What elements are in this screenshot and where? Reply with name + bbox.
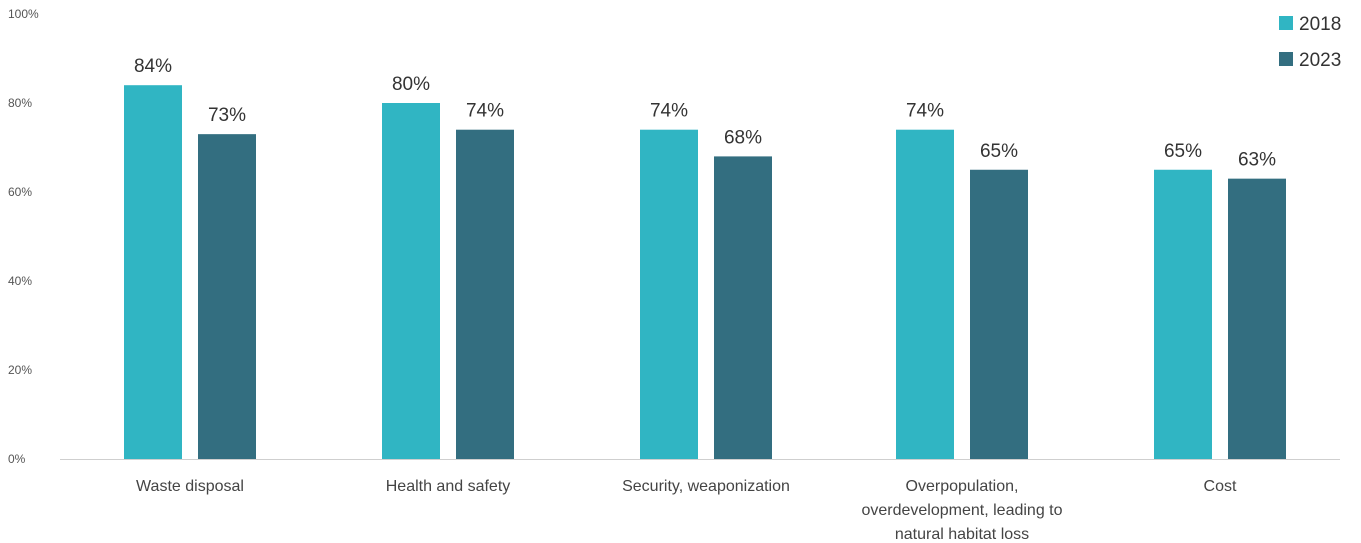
y-axis: 0% 20% 40% 60% 80% 100% [8, 7, 39, 466]
bar-2018 [896, 129, 954, 459]
bar-2023 [970, 169, 1028, 459]
bar-2018 [124, 85, 182, 459]
x-tick-label: Cost [1204, 478, 1237, 495]
data-label-2018: 74% [650, 101, 688, 122]
legend-swatch-2018 [1279, 16, 1293, 30]
bar-2023 [1228, 178, 1286, 459]
data-label-2018: 84% [134, 56, 172, 77]
data-label-2023: 65% [980, 141, 1018, 162]
legend: 2018 2023 [1279, 14, 1341, 71]
data-label-2023: 74% [466, 101, 504, 122]
y-tick-label: 80% [8, 96, 32, 110]
data-label-2018: 74% [906, 101, 944, 122]
bar-2023 [456, 129, 514, 459]
y-tick-label: 60% [8, 185, 32, 199]
legend-label-2023: 2023 [1299, 50, 1341, 71]
bars [124, 85, 1286, 459]
x-tick-label: Health and safety [386, 478, 511, 495]
x-tick-label: overdevelopment, leading to [861, 502, 1062, 519]
legend-label-2018: 2018 [1299, 14, 1341, 35]
bar-2023 [198, 134, 256, 459]
legend-swatch-2023 [1279, 52, 1293, 66]
x-tick-label: Security, weaponization [622, 478, 790, 495]
value-labels: 84% 73% 80% 74% 74% 68% 74% 65% 65% 63% [134, 56, 1276, 170]
data-label-2018: 80% [392, 74, 430, 95]
bar-2023 [714, 156, 772, 459]
x-tick-label: Overpopulation, [906, 478, 1019, 495]
bar-2018 [640, 129, 698, 459]
data-label-2023: 73% [208, 105, 246, 126]
y-tick-label: 100% [8, 7, 39, 21]
data-label-2023: 63% [1238, 150, 1276, 171]
y-tick-label: 20% [8, 363, 32, 377]
data-label-2023: 68% [724, 127, 762, 148]
y-tick-label: 40% [8, 274, 32, 288]
x-axis: Waste disposal Health and safety Security,… [60, 459, 1340, 543]
bar-2018 [382, 103, 440, 459]
bar-2018 [1154, 169, 1212, 459]
x-tick-label: natural habitat loss [895, 526, 1029, 543]
data-label-2018: 65% [1164, 141, 1202, 162]
x-tick-label: Waste disposal [136, 478, 244, 495]
y-tick-label: 0% [8, 452, 26, 466]
